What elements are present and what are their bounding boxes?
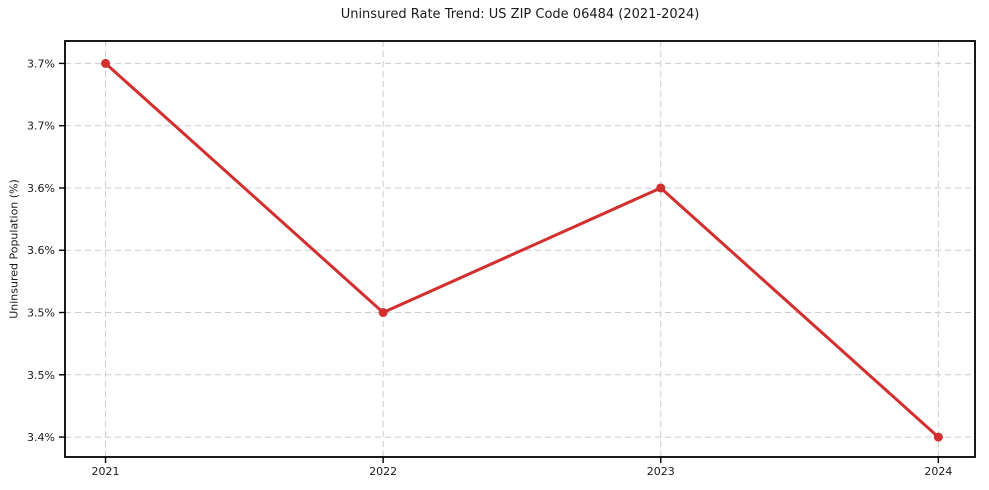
chart-title: Uninsured Rate Trend: US ZIP Code 06484 … [340,7,700,22]
trend-line [104,61,940,439]
x-tick-label: 2024 [924,465,952,478]
plot-border [64,40,976,458]
y-tick-label: 3.6% [27,182,55,195]
data-point-marker [933,432,943,442]
y-axis-label: Uninsured Population (%) [7,179,21,319]
y-tick-label: 3.4% [27,431,55,444]
data-point-marker [101,58,111,68]
y-tick-label: 3.6% [27,244,55,257]
x-tick-label: 2022 [369,465,397,478]
data-point-marker [656,183,666,193]
data-point-marker [378,308,388,318]
x-tick-label: 2021 [92,465,120,478]
y-tick-label: 3.7% [27,120,55,133]
y-tick-label: 3.5% [27,307,55,320]
y-tick-label: 3.5% [27,369,55,382]
x-tick-label: 2023 [647,465,675,478]
y-tick-label: 3.7% [27,57,55,70]
